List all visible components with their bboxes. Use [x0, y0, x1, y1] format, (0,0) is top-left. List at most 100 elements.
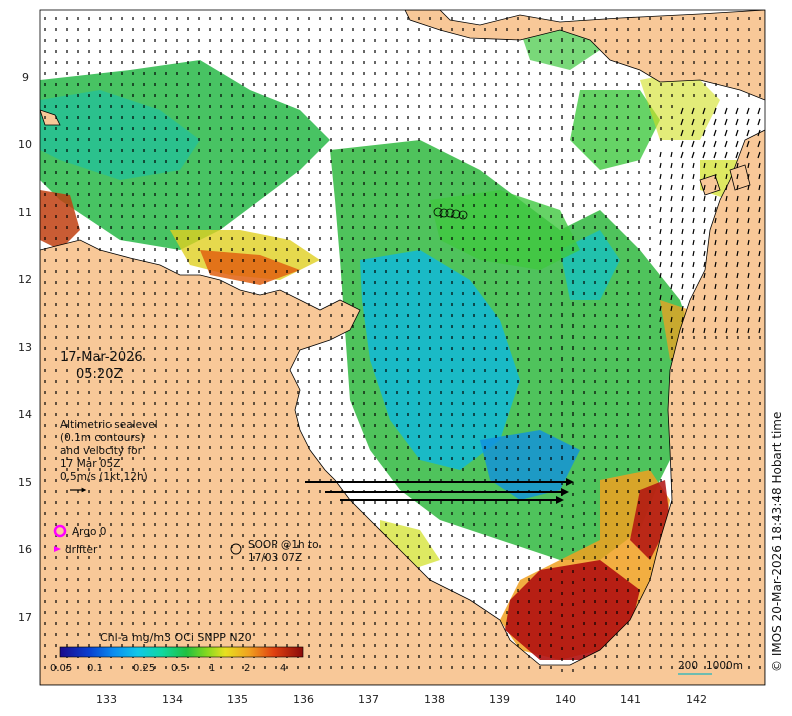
velocity-arrow [725, 184, 728, 191]
velocity-arrow [747, 272, 750, 279]
x-tick-label: 141 [620, 693, 641, 706]
velocity-arrow [670, 206, 673, 213]
colorbar-tick: 0.05 [50, 663, 72, 674]
velocity-arrow [703, 305, 706, 312]
velocity-arrow [692, 217, 695, 224]
velocity-arrow [681, 162, 684, 169]
velocity-arrow [703, 283, 706, 290]
velocity-arrow [735, 151, 739, 159]
velocity-arrow [659, 261, 662, 268]
velocity-arrow [736, 305, 739, 312]
velocity-arrow [758, 327, 761, 334]
legend-line: 0.5m/s (1kt 12h) [60, 471, 148, 483]
velocity-arrow [659, 151, 662, 158]
velocity-arrow [670, 184, 673, 191]
velocity-arrow [659, 228, 662, 235]
velocity-arrow [692, 173, 695, 180]
velocity-arrow [713, 118, 717, 126]
legend-line: Altimetric sealevel [60, 419, 158, 431]
velocity-arrow [724, 118, 728, 126]
velocity-arrow [692, 316, 695, 323]
velocity-arrow [692, 239, 695, 246]
velocity-arrow [747, 316, 750, 323]
copyright-label: © IMOS 20-Mar-2026 18:43:48 Hobart time [770, 412, 784, 672]
velocity-arrow [735, 140, 739, 148]
y-tick-label: 9 [22, 71, 29, 84]
velocity-arrow [703, 261, 706, 268]
velocity-arrow [758, 272, 761, 279]
velocity-arrow [691, 118, 695, 126]
velocity-arrow [681, 327, 684, 334]
velocity-arrow [681, 294, 684, 301]
velocity-arrow [758, 195, 761, 202]
y-tick-label: 15 [18, 476, 32, 489]
velocity-arrow [659, 173, 662, 180]
velocity-arrows [44, 16, 761, 672]
velocity-arrow [681, 173, 684, 180]
velocity-arrow [692, 184, 695, 191]
soop-label: SOOP @1h to [248, 539, 319, 551]
velocity-arrow [714, 294, 717, 301]
chlorophyll-layer [40, 20, 760, 660]
velocity-arrow [736, 217, 739, 224]
velocity-arrow [703, 250, 706, 257]
x-tick-label: 133 [96, 693, 117, 706]
velocity-arrow [659, 327, 662, 334]
velocity-arrow [725, 162, 728, 169]
velocity-arrow [659, 217, 662, 224]
velocity-arrow [670, 316, 673, 323]
y-tick-label: 12 [18, 273, 32, 286]
velocity-arrow [758, 162, 761, 169]
velocity-arrow [702, 151, 706, 159]
velocity-arrow [725, 272, 728, 279]
velocity-arrow [714, 162, 717, 169]
velocity-arrow [691, 140, 695, 148]
velocity-arrow [736, 184, 739, 191]
velocity-arrow [681, 184, 684, 191]
drifter-label: drifter [65, 544, 98, 556]
velocity-arrow [670, 283, 673, 290]
velocity-arrow [703, 173, 706, 180]
velocity-arrow [703, 294, 706, 301]
velocity-arrow [714, 206, 717, 213]
x-tick-label: 138 [424, 693, 445, 706]
velocity-arrow [670, 272, 673, 279]
velocity-arrow [659, 239, 662, 246]
velocity-arrow [692, 327, 695, 334]
velocity-arrow [725, 261, 728, 268]
velocity-arrow [747, 305, 750, 312]
velocity-arrow [736, 272, 739, 279]
velocity-arrow [659, 162, 662, 169]
velocity-arrow [670, 305, 673, 312]
velocity-arrow [736, 261, 739, 268]
colorbar-title: Chl-a mg/m3 OCi SNPP N20 [100, 631, 252, 644]
velocity-arrow [680, 151, 684, 159]
velocity-arrow [659, 283, 662, 290]
velocity-arrow [713, 140, 717, 148]
velocity-arrow [736, 294, 739, 301]
velocity-arrow [725, 294, 728, 301]
velocity-arrow [691, 151, 695, 159]
altimetry-legend: Altimetric sealevel (0.1m contours) and … [60, 419, 158, 493]
velocity-arrow [714, 217, 717, 224]
velocity-arrow [692, 250, 695, 257]
velocity-arrow [703, 195, 706, 202]
velocity-arrow [659, 316, 662, 323]
velocity-arrow [681, 206, 684, 213]
velocity-arrow [758, 228, 761, 235]
velocity-arrow [670, 195, 673, 202]
velocity-arrow [736, 239, 739, 246]
velocity-arrow [702, 107, 706, 115]
velocity-arrow [725, 316, 728, 323]
velocity-arrow [702, 118, 706, 126]
velocity-arrow [713, 129, 717, 137]
velocity-arrow [680, 140, 684, 148]
velocity-arrow [736, 283, 739, 290]
velocity-arrow [758, 206, 761, 213]
velocity-arrow [714, 228, 717, 235]
velocity-arrow [670, 294, 673, 301]
velocity-arrow [757, 107, 761, 115]
plot-frame [39, 9, 766, 686]
x-tick-label: 139 [489, 693, 510, 706]
y-tick-label: 11 [18, 206, 32, 219]
